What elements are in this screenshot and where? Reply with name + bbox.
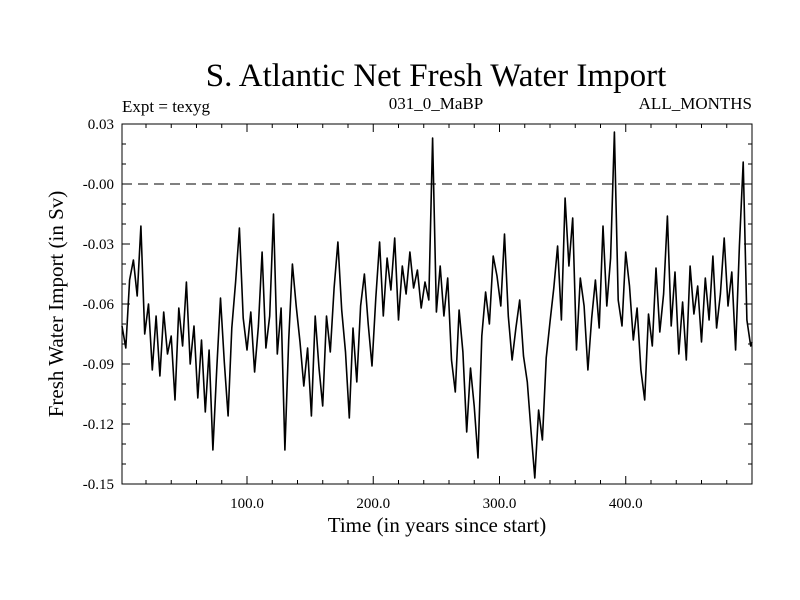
timestamp-label: 031_0_MaBP bbox=[389, 94, 483, 113]
x-axis-label: Time (in years since start) bbox=[328, 513, 547, 537]
chart-title: S. Atlantic Net Fresh Water Import bbox=[206, 58, 667, 94]
months-label: ALL_MONTHS bbox=[639, 94, 752, 113]
y-tick-label: -0.03 bbox=[83, 237, 114, 253]
y-tick-label: -0.00 bbox=[83, 177, 114, 193]
fresh-water-import-series bbox=[121, 131, 753, 479]
y-tick-label: -0.06 bbox=[83, 297, 115, 313]
x-tick-label: 300.0 bbox=[483, 496, 517, 512]
x-tick-labels: 100.0 200.0 300.0 400.0 bbox=[230, 496, 643, 512]
experiment-label: Expt = texyg bbox=[122, 97, 210, 116]
y-tick-label: 0.03 bbox=[88, 117, 114, 133]
x-tick-label: 100.0 bbox=[230, 496, 264, 512]
y-tick-label: -0.15 bbox=[83, 477, 114, 493]
y-tick-labels: 0.03 -0.00 -0.03 -0.06 -0.09 -0.12 -0.15 bbox=[83, 117, 115, 493]
y-axis-label: Fresh Water Import (in Sv) bbox=[44, 191, 68, 418]
y-tick-label: -0.09 bbox=[83, 357, 114, 373]
tick-marks bbox=[122, 123, 752, 485]
x-tick-label: 200.0 bbox=[356, 496, 390, 512]
x-tick-label: 400.0 bbox=[609, 496, 643, 512]
y-tick-label: -0.12 bbox=[83, 417, 114, 433]
